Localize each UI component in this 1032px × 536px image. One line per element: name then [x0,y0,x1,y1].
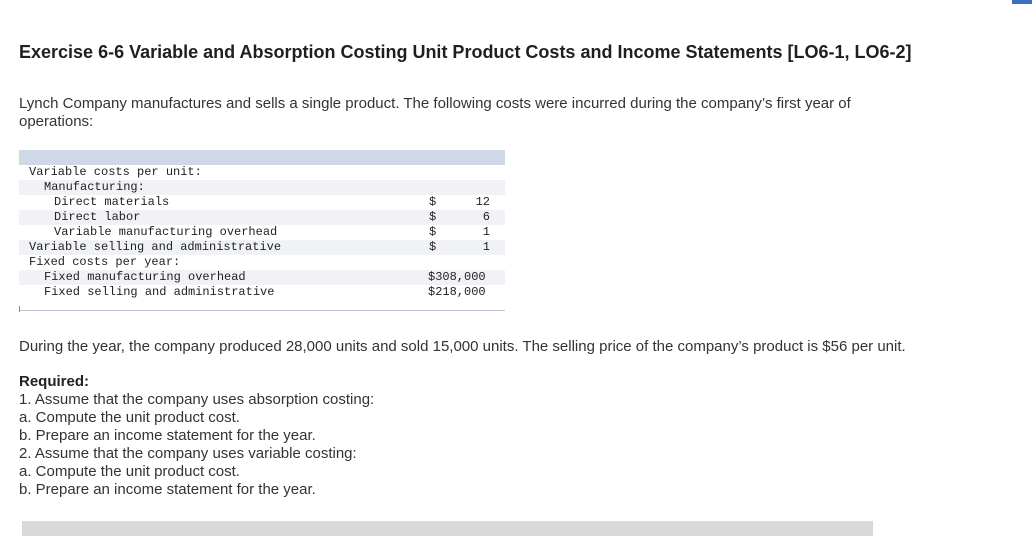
direct-labor-amount: 6 [482,210,490,224]
variable-mfg-overhead-currency: $ [429,225,437,239]
variable-selling-admin-label: Variable selling and administrative [29,240,282,254]
fixed-costs-header: Fixed costs per year: [29,255,181,269]
required-item: a. Compute the unit product cost. [19,409,240,426]
direct-labor-label: Direct labor [54,210,141,224]
table-corner-tick [19,306,20,312]
table-row: Manufacturing: [19,180,505,195]
table-header-bar [19,150,505,165]
table-row: Variable costs per unit: [19,165,505,180]
table-row: Fixed costs per year: [19,255,505,270]
table-row: Fixed selling and administrative $218,00… [19,285,505,300]
required-item: 2. Assume that the company uses variable… [19,445,357,462]
variable-mfg-overhead-amount: 1 [482,225,490,239]
table-bottom-rule [19,310,505,311]
manufacturing-header: Manufacturing: [44,180,145,194]
required-item: 1. Assume that the company uses absorpti… [19,391,375,408]
required-item: a. Compute the unit product cost. [19,463,240,480]
variable-costs-header: Variable costs per unit: [29,165,202,179]
required-heading: Required: [19,373,90,390]
fixed-selling-admin-label: Fixed selling and administrative [44,285,275,299]
fixed-mfg-overhead-amount: $308,000 [428,270,486,284]
direct-materials-currency: $ [429,195,437,209]
table-row: Variable manufacturing overhead $ 1 [19,225,505,240]
required-item: b. Prepare an income statement for the y… [19,481,316,498]
variable-mfg-overhead-label: Variable manufacturing overhead [54,225,278,239]
required-section: Required: 1. Assume that the company use… [19,373,374,499]
table-row: Direct materials $ 12 [19,195,505,210]
corner-accent [1012,0,1032,4]
required-item: b. Prepare an income statement for the y… [19,427,316,444]
exercise-title: Exercise 6-6 Variable and Absorption Cos… [19,42,912,62]
variable-selling-admin-amount: 1 [482,240,490,254]
cost-table: Variable costs per unit: Manufacturing: … [19,150,505,312]
answer-area-bar [22,521,873,536]
fixed-mfg-overhead-label: Fixed manufacturing overhead [44,270,246,284]
variable-selling-admin-currency: $ [429,240,437,254]
table-row: Variable selling and administrative $ 1 [19,240,505,255]
direct-labor-currency: $ [429,210,437,224]
direct-materials-label: Direct materials [54,195,170,209]
direct-materials-amount: 12 [475,195,490,209]
production-paragraph: During the year, the company produced 28… [19,338,906,355]
table-row: Fixed manufacturing overhead $308,000 [19,270,505,285]
intro-text: Lynch Company manufactures and sells a s… [19,95,851,130]
table-row: Direct labor $ 6 [19,210,505,225]
fixed-selling-admin-amount: $218,000 [428,285,486,299]
